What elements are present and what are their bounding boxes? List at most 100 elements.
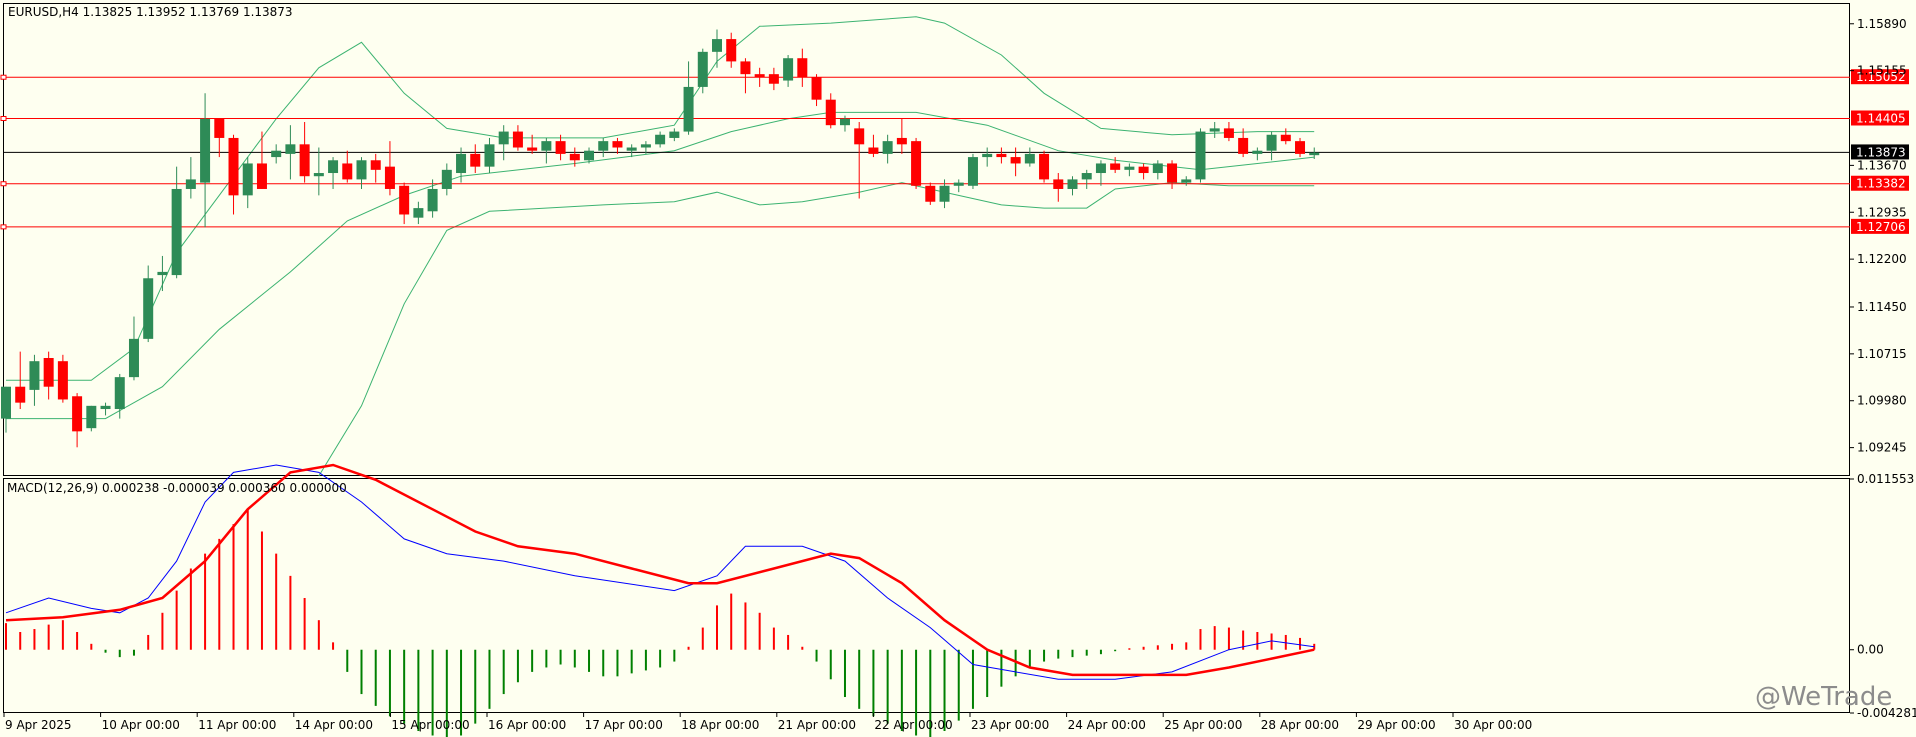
bear-candle-body [854,128,865,145]
bull-candle-body [541,141,552,151]
bull-candle-body [967,157,978,186]
time-axis-tick-label: 11 Apr 00:00 [198,718,276,732]
macd-panel-frame [3,478,1850,713]
bull-candle-body [626,147,637,151]
time-axis-tick-label: 30 Apr 00:00 [1454,718,1532,732]
bear-candle-body [811,77,822,100]
time-axis-tick-label: 21 Apr 00:00 [778,718,856,732]
bull-candle-body [1209,128,1220,132]
bear-candle-body [1167,163,1178,183]
bull-candle-body [242,163,253,196]
bear-candle-body [555,141,566,154]
bear-candle-body [1053,179,1064,189]
bull-candle-body [313,173,324,177]
bear-candle-body [399,185,410,215]
bull-candle-body [598,141,609,151]
bull-candle-body [114,377,125,410]
bull-candle-body [683,86,694,132]
time-axis-tick-label: 28 Apr 00:00 [1261,718,1339,732]
price-level-tag [1851,110,1909,126]
price-level-tag [1851,218,1909,234]
time-axis-tick-label: 15 Apr 00:00 [391,718,469,732]
time-axis-tick-label: 24 Apr 00:00 [1068,718,1146,732]
price-axis-tick-label: 1.15890 [1857,17,1907,31]
bull-candle-body [427,188,438,212]
time-axis-tick-label: 16 Apr 00:00 [488,718,566,732]
bear-candle-body [384,166,395,189]
bull-candle-body [271,150,282,158]
price-axis-tick-label: 1.12200 [1857,252,1907,266]
bear-candle-body [72,396,83,432]
bear-candle-body [342,163,353,180]
bull-candle-body [939,185,950,202]
bear-candle-body [911,141,922,186]
bear-candle-body [768,74,779,84]
bear-candle-body [57,361,68,400]
bear-candle-body [1295,141,1306,154]
bear-candle-body [996,153,1007,158]
bear-candle-body [256,163,267,189]
bull-candle-body [1067,179,1078,189]
bull-candle-body [783,58,794,81]
price-level-tag [1851,175,1909,191]
bull-candle-body [1081,173,1092,180]
bear-candle-body [1238,137,1249,154]
bear-candle-body [214,118,225,138]
bear-candle-body [1110,163,1121,170]
bull-candle-body [285,144,296,154]
bear-candle-body [569,153,580,161]
bull-candle-body [200,118,211,183]
price-levels[interactable]: 1.15052 1.14405 1.13382 1.12706 1.13873 [0,69,1909,234]
candlesticks [1,29,1320,448]
bear-candle-body [1138,166,1149,174]
bull-candle-body [640,144,651,148]
bear-candle-body [925,185,936,202]
bull-candle-body [171,188,182,276]
price-panel-frame [3,3,1850,476]
bull-candle-body [143,278,154,339]
bull-candle-body [498,131,509,145]
price-level-handle [0,74,7,80]
bull-candle-body [328,160,339,174]
bear-candle-body [1280,134,1291,142]
price-level-tag-label: 1.12706 [1856,220,1906,234]
bull-candle-body [1309,152,1320,156]
macd-indicator [5,463,1316,737]
bull-candle-body [1266,134,1277,151]
current-price-tag-label: 1.13873 [1856,145,1906,159]
bear-candle-body [740,61,751,75]
bear-candle-body [868,147,879,154]
bull-candle-body [584,150,595,161]
bull-candle-body [697,51,708,87]
bear-candle-body [612,141,623,148]
bull-candle-body [1195,131,1206,180]
macd-header: MACD(12,26,9) 0.000238 -0.000039 0.00036… [7,481,347,495]
price-axis-tick-label: 1.09980 [1857,394,1907,408]
time-axis-tick-label: 22 Apr 00:00 [874,718,952,732]
bull-candle-body [1,386,11,419]
price-level-handle [0,224,7,230]
bear-candle-body [512,131,523,148]
time-axis-tick-label: 23 Apr 00:00 [971,718,1049,732]
price-level-handle [0,181,7,187]
bull-candle-body [86,405,97,429]
price-level-tag [1851,69,1909,85]
bull-candle-body [29,361,40,390]
bear-candle-body [825,99,836,126]
bear-candle-body [726,39,737,62]
current-price-tag [1851,144,1909,160]
time-axis-tick-label: 18 Apr 00:00 [681,718,759,732]
bear-candle-body [527,147,538,151]
bull-candle-body [356,160,367,180]
time-axis-tick-label: 29 Apr 00:00 [1357,718,1435,732]
price-level-tag-label: 1.15052 [1856,70,1906,84]
bull-candle-body [1124,166,1135,170]
price-level-handle [0,115,7,121]
bull-candle-body [456,153,467,174]
bull-candle-body [655,134,666,145]
bollinger-middle-line [6,111,1315,420]
bull-candle-body [157,271,168,276]
bull-candle-body [839,118,850,126]
